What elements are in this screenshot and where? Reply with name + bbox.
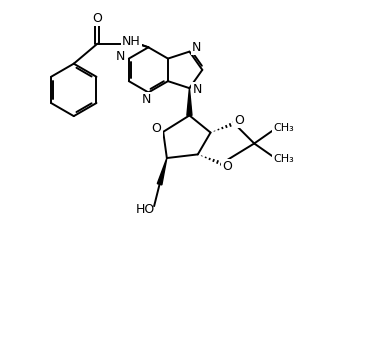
Polygon shape: [157, 158, 167, 185]
Text: O: O: [222, 160, 232, 173]
Text: N: N: [192, 41, 201, 54]
Polygon shape: [187, 88, 192, 116]
Text: O: O: [93, 12, 102, 25]
Text: O: O: [152, 122, 162, 135]
Text: CH₃: CH₃: [274, 154, 295, 164]
Text: NH: NH: [122, 35, 141, 48]
Text: N: N: [193, 83, 202, 97]
Text: N: N: [116, 50, 126, 63]
Text: N: N: [142, 93, 151, 106]
Text: O: O: [235, 114, 244, 127]
Text: HO: HO: [135, 203, 154, 216]
Text: CH₃: CH₃: [274, 123, 295, 133]
